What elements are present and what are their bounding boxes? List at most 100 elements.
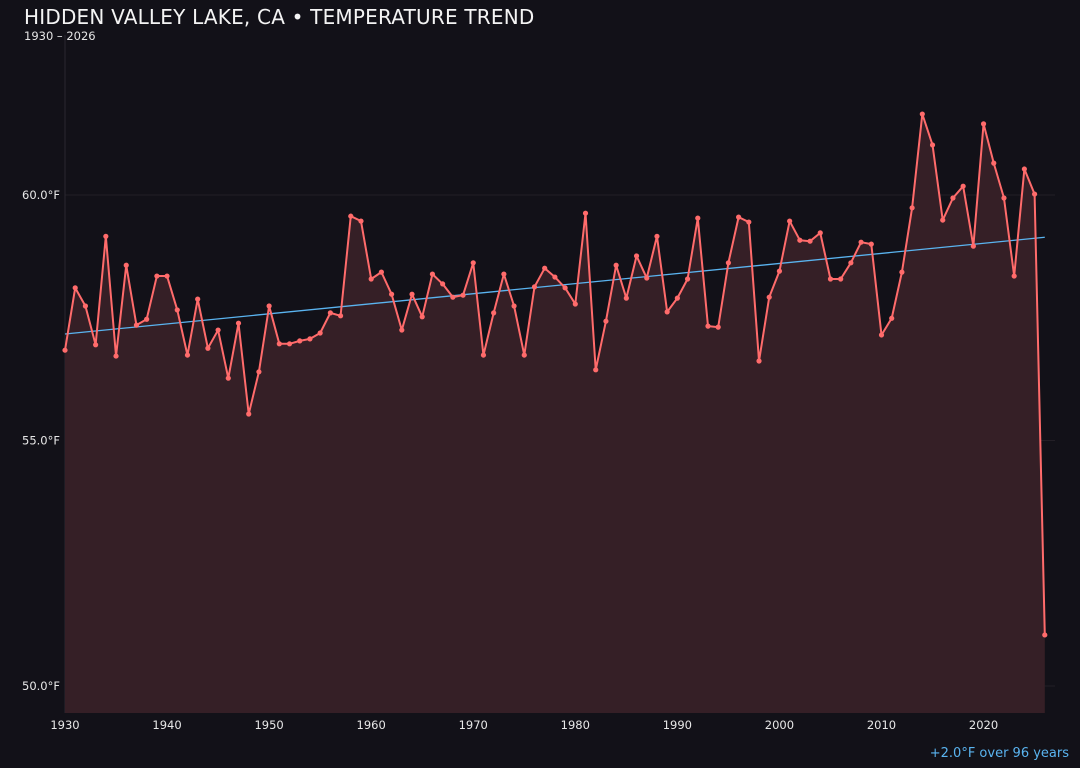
data-point — [654, 233, 660, 239]
data-point — [297, 338, 303, 344]
data-point — [429, 271, 436, 277]
y-tick-label: 55.0°F — [22, 434, 60, 448]
data-point — [511, 303, 517, 309]
data-point — [715, 324, 721, 330]
data-point — [409, 291, 415, 297]
data-point — [797, 237, 803, 243]
data-point — [133, 322, 140, 328]
x-tick-label: 2020 — [969, 718, 998, 732]
data-point — [276, 341, 282, 347]
chart-subtitle: 1930 – 2026 — [24, 29, 96, 43]
data-point — [266, 303, 272, 309]
data-point — [72, 285, 78, 291]
data-point — [633, 253, 640, 259]
data-point — [154, 273, 160, 279]
data-point — [317, 330, 323, 336]
data-point — [501, 271, 507, 277]
data-point — [1042, 632, 1048, 638]
x-tick-label: 1990 — [663, 718, 692, 732]
data-point — [195, 296, 201, 302]
x-tick-label: 1970 — [459, 718, 488, 732]
x-tick-label: 1980 — [561, 718, 590, 732]
data-point — [327, 310, 333, 316]
data-point — [613, 262, 619, 268]
data-point — [1021, 166, 1027, 172]
data-point — [746, 219, 752, 225]
y-tick-label: 50.0°F — [22, 679, 60, 693]
y-tick-label: 60.0°F — [22, 188, 60, 202]
x-tick-label: 1950 — [254, 718, 283, 732]
data-point — [970, 243, 976, 249]
data-point — [664, 309, 670, 315]
data-point — [644, 275, 650, 281]
data-point — [205, 345, 211, 351]
data-point — [378, 269, 384, 275]
data-point — [899, 269, 905, 275]
x-tick-label: 2010 — [867, 718, 896, 732]
data-point — [705, 323, 711, 329]
data-point — [368, 276, 374, 282]
data-point — [562, 285, 568, 291]
data-point — [470, 260, 476, 266]
data-point — [725, 260, 732, 266]
data-point — [307, 336, 313, 342]
data-point — [521, 352, 527, 358]
trend-line — [64, 236, 1045, 335]
x-tick-label: 1930 — [50, 718, 79, 732]
data-point — [838, 276, 844, 282]
data-point — [225, 375, 231, 381]
chart-title: HIDDEN VALLEY LAKE, CA • TEMPERATURE TRE… — [24, 5, 535, 29]
data-point — [1031, 191, 1038, 197]
data-point — [674, 295, 680, 301]
data-point — [164, 273, 170, 279]
data-point — [736, 214, 742, 220]
data-point — [940, 217, 946, 223]
data-point — [286, 341, 293, 347]
data-point — [480, 352, 487, 358]
data-point — [93, 342, 99, 348]
x-tick-label: 1940 — [152, 718, 181, 732]
data-point — [103, 233, 109, 239]
data-point — [572, 301, 578, 307]
data-point — [623, 295, 629, 301]
data-point — [695, 215, 701, 221]
data-point — [174, 307, 180, 313]
data-point — [1001, 195, 1007, 201]
data-point — [1011, 273, 1017, 279]
data-point — [776, 268, 783, 274]
data-point — [358, 218, 364, 224]
data-point — [184, 352, 191, 358]
data-point — [919, 111, 925, 117]
data-point — [889, 315, 895, 321]
data-point — [337, 313, 344, 319]
data-point — [991, 160, 997, 166]
data-point — [960, 183, 966, 189]
data-point — [878, 332, 885, 338]
data-point — [766, 294, 772, 300]
data-point — [256, 369, 262, 375]
data-point — [756, 358, 762, 364]
data-point — [980, 121, 987, 127]
data-point — [246, 411, 252, 417]
data-point — [817, 230, 823, 236]
series-area-fill — [65, 114, 1045, 713]
data-point — [113, 353, 119, 359]
data-point — [552, 274, 558, 280]
data-point — [684, 276, 691, 282]
data-point — [82, 303, 89, 309]
data-point — [827, 276, 834, 282]
data-point — [848, 260, 854, 266]
data-point — [542, 265, 548, 271]
data-point — [123, 262, 129, 268]
data-point — [593, 367, 599, 373]
data-point — [460, 292, 466, 298]
data-point — [531, 284, 538, 290]
data-point — [235, 320, 242, 326]
data-point — [787, 218, 793, 224]
data-point — [807, 238, 813, 244]
data-point — [858, 239, 864, 245]
data-point — [62, 347, 68, 353]
data-point — [582, 210, 589, 216]
x-tick-label: 2000 — [765, 718, 794, 732]
